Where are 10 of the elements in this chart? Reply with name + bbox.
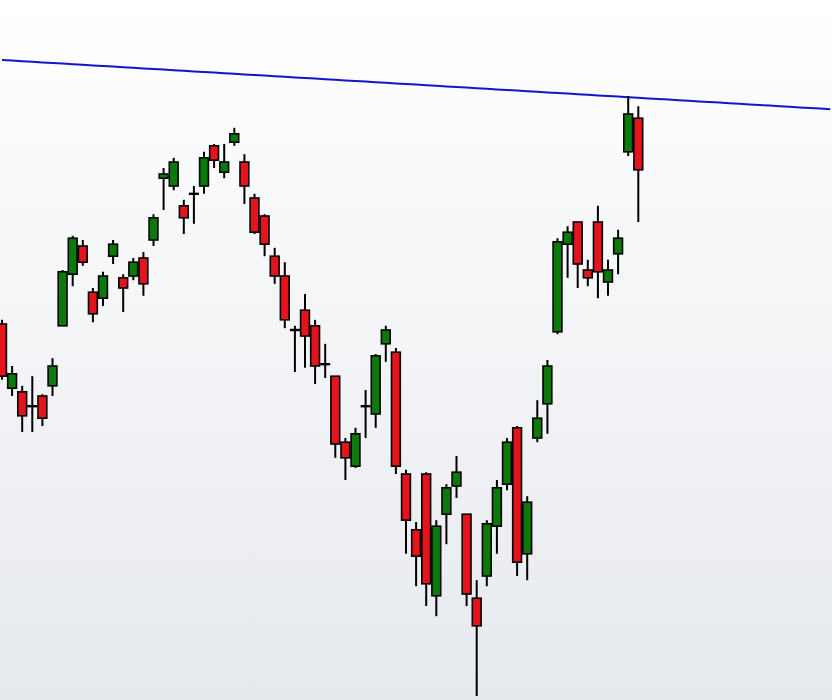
candlestick (178, 198, 189, 235)
candlestick (47, 357, 58, 397)
candlestick (239, 153, 250, 205)
candlestick (118, 273, 129, 313)
candlestick (400, 468, 412, 555)
candlestick (380, 324, 391, 363)
candlestick (107, 239, 119, 265)
candlestick (148, 213, 159, 247)
candlestick (219, 143, 230, 180)
candlestick (612, 228, 624, 276)
